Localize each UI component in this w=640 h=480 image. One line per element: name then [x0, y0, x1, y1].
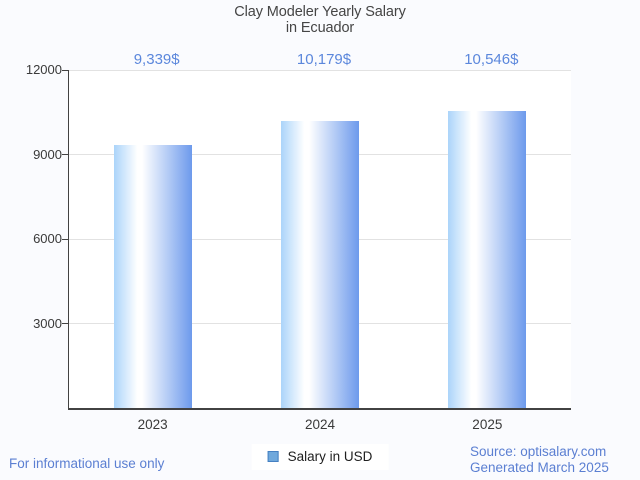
footer-generated-line: Generated March 2025 [470, 460, 609, 475]
bar-value-label: 9,339$ [133, 51, 180, 68]
gridline [69, 69, 571, 71]
chart-title-line1: Clay Modeler Yearly Salary [234, 4, 406, 20]
bar-value-label: 10,179$ [296, 51, 352, 68]
x-axis-tick-label: 2023 [137, 417, 168, 432]
y-axis-tick-label: 3000 [33, 315, 62, 331]
y-axis-tick-label: 9000 [33, 146, 62, 162]
y-axis-tick-label: 6000 [33, 231, 62, 246]
bar-layer [69, 70, 571, 408]
legend-label: Salary in USD [287, 449, 373, 464]
bar-2023[interactable] [113, 144, 192, 408]
footer-source-line: Source: optisalary.com [470, 444, 607, 459]
bar-2025[interactable] [448, 110, 527, 408]
legend: Salary in USD [251, 444, 389, 470]
chart-title-line2: in Ecuador [285, 20, 355, 36]
plot-area [68, 69, 571, 410]
legend-marker-icon [267, 451, 279, 462]
bar-value-label: 10,546$ [464, 51, 519, 68]
chart-title: Clay Modeler Yearly Salary in Ecuador [0, 4, 640, 36]
bar-2024[interactable] [281, 121, 359, 408]
footer-disclaimer: For informational use only [9, 456, 165, 471]
footer-source: Source: optisalary.com Generated March 2… [470, 444, 609, 476]
x-axis-tick-label: 2024 [304, 417, 336, 432]
x-axis-tick-label: 2025 [472, 417, 503, 432]
y-axis-tick-label: 12000 [25, 62, 62, 77]
